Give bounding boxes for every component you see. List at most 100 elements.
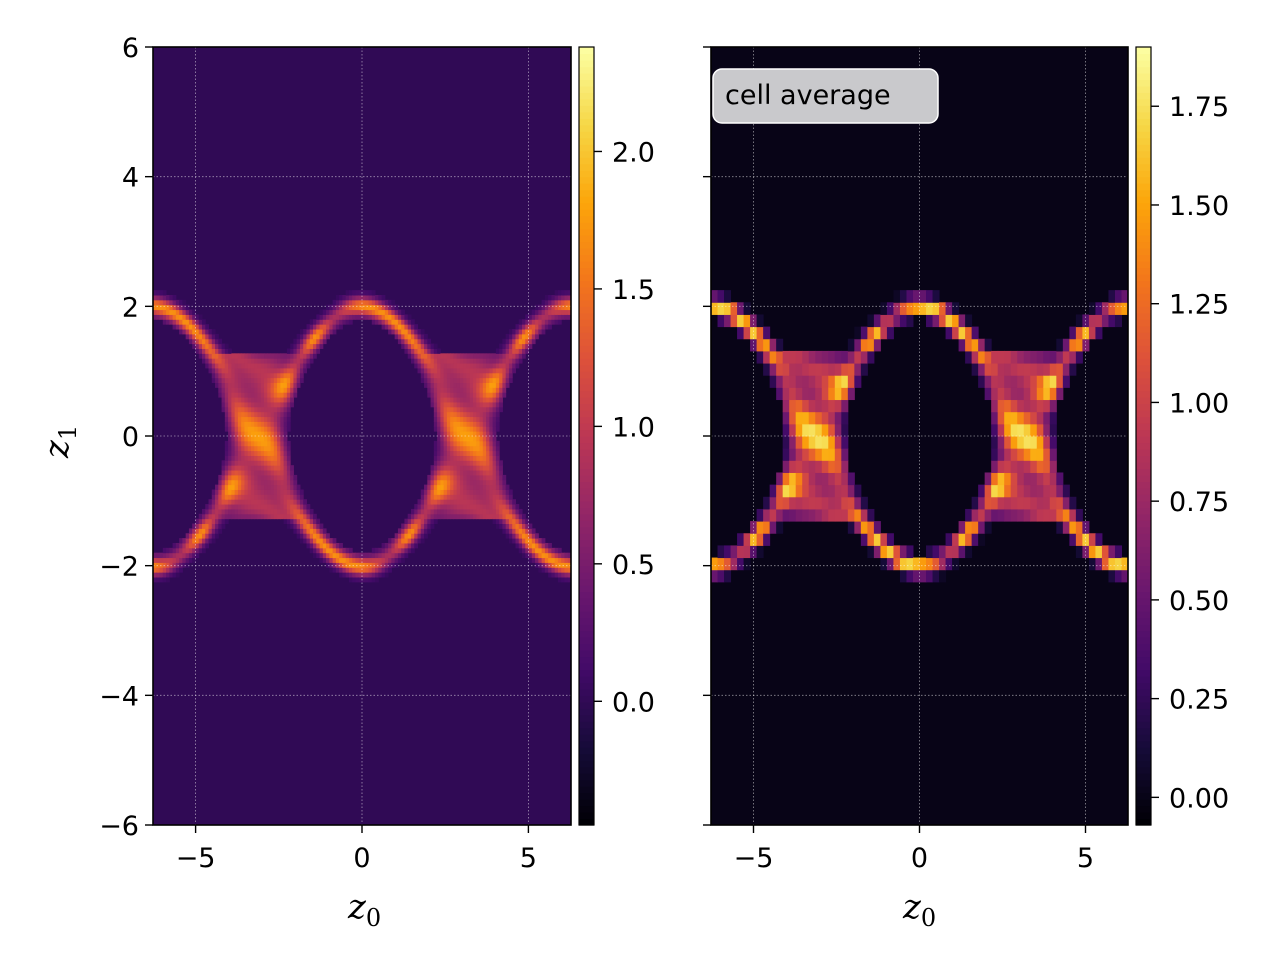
heatmap-cell (293, 528, 298, 534)
heatmap-cell (267, 499, 272, 505)
heatmap-cell (502, 489, 507, 495)
heatmap-cell (179, 538, 183, 544)
heatmap-cell (417, 353, 422, 359)
colorbar-segment (579, 228, 594, 236)
heatmap-cell (378, 319, 383, 325)
heatmap-cell (564, 299, 569, 306)
heatmap-cell (1030, 436, 1038, 449)
heatmap-cell (309, 518, 314, 525)
heatmap-cell (847, 508, 855, 522)
heatmap-cell (384, 567, 389, 573)
heatmap-cell (469, 504, 474, 510)
heatmap-cell (342, 547, 347, 554)
heatmap-cell (453, 474, 458, 481)
heatmap-cell (463, 465, 467, 471)
heatmap-cell (414, 542, 419, 549)
heatmap-cell (247, 406, 252, 413)
heatmap-cell (218, 367, 223, 374)
heatmap-cell (195, 338, 200, 345)
heatmap-cell (492, 484, 497, 490)
heatmap-cell (267, 387, 272, 393)
heatmap-cell (244, 499, 249, 505)
heatmap-cell (195, 333, 200, 340)
colorbar-segment (1136, 306, 1151, 314)
heatmap-cell (456, 445, 461, 452)
heatmap-cell (515, 329, 520, 335)
heatmap-cell (394, 533, 399, 539)
heatmap-cell (244, 353, 249, 359)
colorbar-segment (1136, 682, 1151, 690)
heatmap-cell (512, 358, 516, 364)
colorbar-segment (579, 202, 594, 210)
heatmap-cell (1114, 545, 1122, 559)
heatmap-cell (208, 358, 213, 364)
heatmap-cell (299, 348, 304, 354)
heatmap-cell (244, 504, 249, 510)
heatmap-cell (453, 387, 458, 393)
heatmap-cell (847, 484, 855, 498)
heatmap-cell (319, 557, 324, 563)
heatmap-cell (309, 353, 314, 359)
heatmap-cell (241, 363, 245, 369)
heatmap-cell (518, 538, 523, 544)
heatmap-cell (185, 324, 190, 330)
heatmap-cell (971, 508, 979, 522)
heatmap-cell (277, 416, 281, 422)
heatmap-cell (971, 521, 979, 534)
heatmap-cell (286, 508, 291, 515)
heatmap-cell (384, 324, 389, 330)
colorbar-segment (1136, 92, 1151, 100)
colorbar-segment (1136, 228, 1151, 236)
heatmap-cell (473, 421, 477, 427)
heatmap-cell (489, 460, 494, 466)
heatmap-cell (260, 513, 265, 520)
heatmap-cell (404, 547, 409, 554)
heatmap-cell (912, 569, 920, 583)
heatmap-cell (446, 416, 451, 422)
heatmap-cell (290, 470, 294, 476)
heatmap-cell (241, 460, 245, 466)
heatmap-cell (407, 518, 412, 525)
heatmap-cell (893, 314, 901, 328)
heatmap-cell (254, 484, 258, 490)
heatmap-cell (476, 436, 481, 442)
heatmap-cell (313, 338, 317, 345)
heatmap-cell (482, 367, 487, 374)
heatmap-cell (250, 445, 255, 452)
heatmap-cell (808, 508, 816, 522)
heatmap-cell (1017, 399, 1025, 413)
heatmap-cell (769, 338, 777, 352)
heatmap-cell (250, 372, 255, 379)
heatmap-cell (303, 348, 307, 354)
heatmap-cell (316, 324, 321, 330)
heatmap-cell (231, 479, 236, 486)
heatmap-cell (247, 494, 252, 500)
heatmap-cell (834, 375, 842, 388)
heatmap-cell (854, 375, 862, 388)
heatmap-cell (205, 513, 210, 520)
heatmap-cell (991, 496, 999, 510)
heatmap-cell (241, 353, 245, 359)
colorbar-segment (1136, 247, 1151, 256)
heatmap-cell (971, 496, 979, 510)
heatmap-cell (808, 387, 816, 401)
heatmap-cell (257, 431, 262, 437)
heatmap-cell (355, 552, 360, 559)
heatmap-cell (1030, 460, 1038, 473)
heatmap-cell (277, 353, 281, 359)
colorbar-segment (1136, 474, 1151, 482)
heatmap-cell (303, 367, 307, 374)
colorbar-segment (579, 701, 594, 709)
heatmap-cell (247, 431, 252, 437)
heatmap-cell (535, 319, 539, 325)
heatmap-cell (371, 294, 376, 301)
heatmap-cell (335, 547, 340, 554)
colorbar-segment (1136, 338, 1151, 346)
heatmap-cell (179, 567, 183, 573)
heatmap-cell (166, 552, 170, 559)
heatmap-cell (417, 538, 422, 544)
heatmap-cell (231, 363, 236, 369)
heatmap-cell (433, 416, 438, 422)
heatmap-cell (237, 479, 242, 486)
heatmap-cell (306, 363, 311, 369)
